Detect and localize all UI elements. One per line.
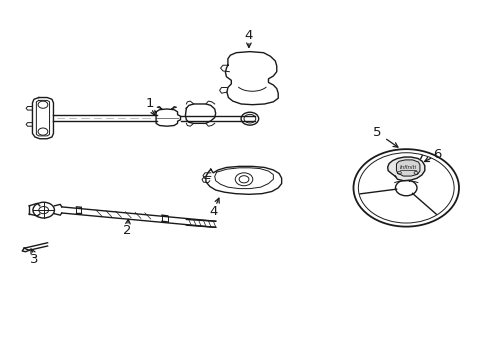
Text: 4: 4 xyxy=(209,205,218,218)
Polygon shape xyxy=(396,160,420,176)
Text: Infiniti: Infiniti xyxy=(400,165,417,170)
Polygon shape xyxy=(388,157,425,181)
Text: 2: 2 xyxy=(122,224,131,238)
Text: 6: 6 xyxy=(433,148,441,161)
Text: 4: 4 xyxy=(245,29,253,42)
Text: 5: 5 xyxy=(373,126,381,139)
Text: 1: 1 xyxy=(146,98,154,111)
Text: 3: 3 xyxy=(30,253,38,266)
